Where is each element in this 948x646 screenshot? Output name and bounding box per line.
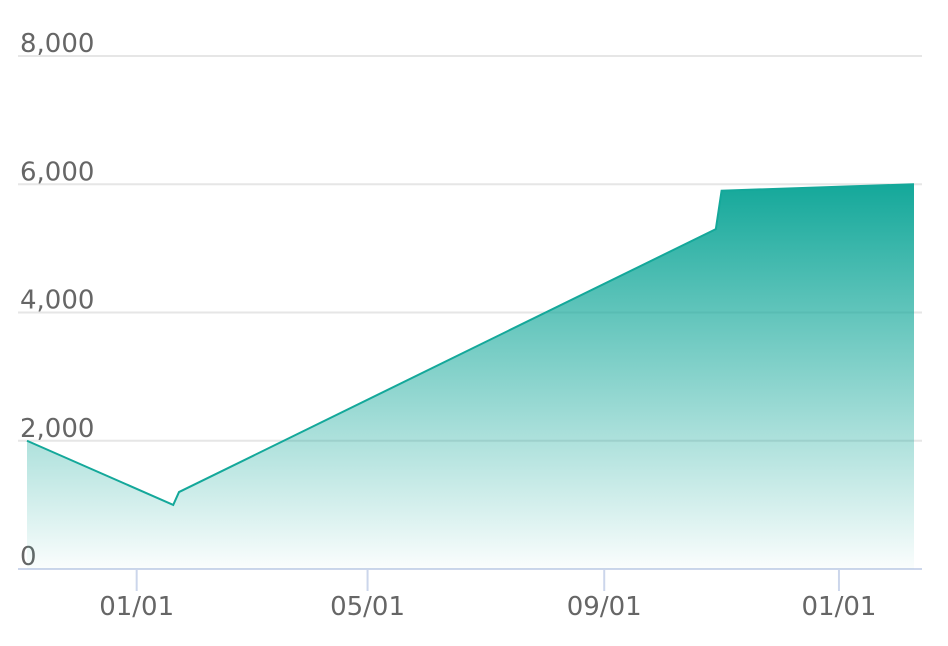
- x-tick-label: 01/01: [99, 592, 174, 622]
- x-tick-label: 09/01: [567, 592, 642, 622]
- x-tick-label: 01/01: [801, 592, 876, 622]
- y-tick-label: 4,000: [20, 286, 94, 316]
- line: [26, 183, 915, 507]
- x-tick-label: 05/01: [330, 592, 405, 622]
- y-tick-label: 2,000: [20, 414, 94, 444]
- y-tick-label: 8,000: [20, 29, 94, 59]
- y-tick-label: 6,000: [20, 157, 94, 187]
- area: [27, 184, 914, 569]
